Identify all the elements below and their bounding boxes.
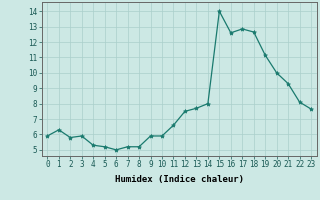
X-axis label: Humidex (Indice chaleur): Humidex (Indice chaleur) [115,175,244,184]
